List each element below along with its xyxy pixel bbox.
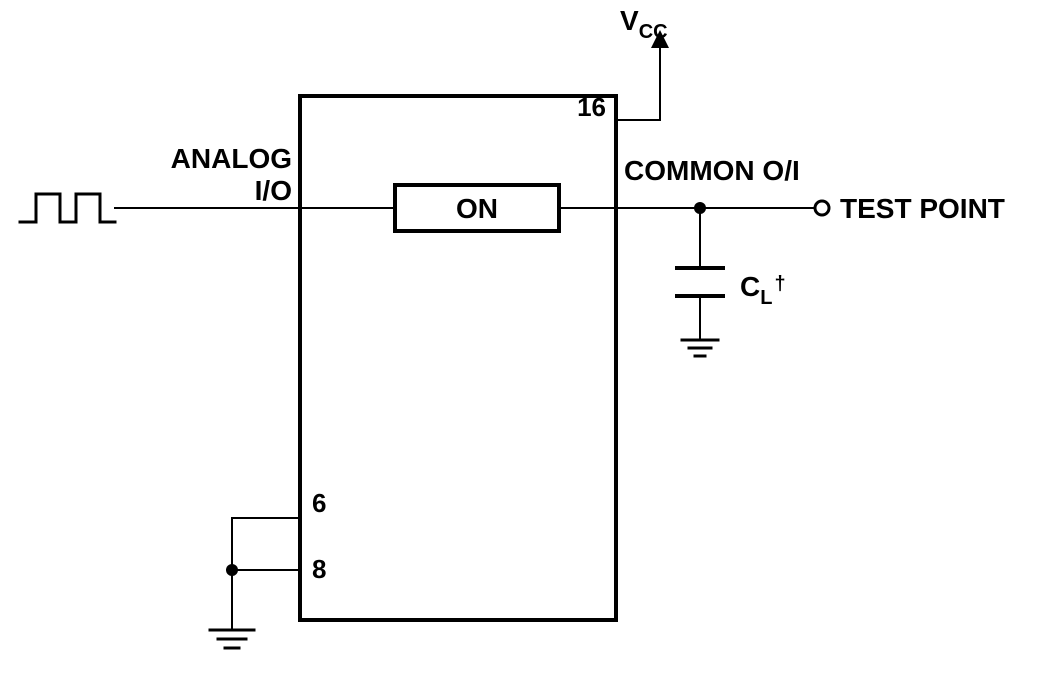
- test-point-terminal: [815, 201, 829, 215]
- pin8-label: 8: [312, 554, 326, 584]
- test-point-label: TEST POINT: [840, 193, 1005, 224]
- analog-label-2: I/O: [255, 175, 292, 206]
- analog-label-1: ANALOG: [171, 143, 292, 174]
- vcc-label: VCC: [620, 5, 668, 43]
- pin6-label: 6: [312, 488, 326, 518]
- ic-box: [300, 96, 616, 620]
- on-label: ON: [456, 193, 498, 224]
- pin16-label: 16: [577, 92, 606, 122]
- pulse-waveform: [20, 194, 115, 222]
- cl-label: CL†: [740, 271, 786, 309]
- common-oi-label: COMMON O/I: [624, 155, 800, 186]
